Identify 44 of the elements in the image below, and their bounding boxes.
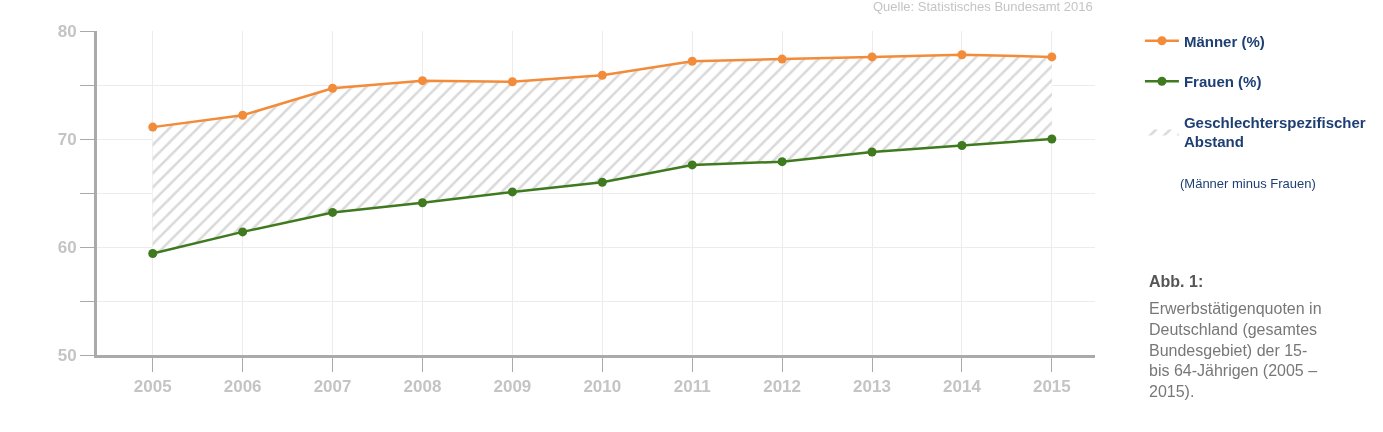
point xyxy=(238,227,248,237)
x-tick-label: 2008 xyxy=(403,377,442,397)
source-note: Quelle: Statistisches Bundesamt 2016 xyxy=(873,0,1093,14)
point xyxy=(777,54,787,64)
point xyxy=(148,122,158,132)
x-tick-label: 2009 xyxy=(493,377,532,397)
x-tick-label: 2005 xyxy=(133,377,172,397)
caption: Abb. 1: xyxy=(1149,273,1204,290)
legend-label: Männer (%) xyxy=(1183,32,1265,50)
point xyxy=(507,187,517,197)
x-tick-label: 2010 xyxy=(583,377,622,397)
x-tick-label: 2006 xyxy=(223,377,262,397)
point xyxy=(867,52,877,62)
y-tick-label: 70 xyxy=(57,129,77,149)
point xyxy=(777,157,787,167)
point xyxy=(687,160,697,170)
x-tick-label: 2012 xyxy=(763,377,802,397)
x-tick-label: 2011 xyxy=(673,377,711,397)
x-tick-label: 2014 xyxy=(943,377,982,397)
point xyxy=(328,83,338,93)
point xyxy=(507,77,517,87)
point xyxy=(957,50,967,60)
y-tick-label: 50 xyxy=(57,345,77,365)
x-tick-label: 2015 xyxy=(1032,377,1071,397)
point xyxy=(148,248,158,258)
point xyxy=(417,198,427,208)
point xyxy=(957,140,967,150)
point xyxy=(417,76,427,86)
x-tick-label: 2007 xyxy=(313,377,352,397)
point xyxy=(1047,52,1057,62)
x-tick-label: 2013 xyxy=(853,377,891,397)
text: (Männer minus Frauen) xyxy=(1180,176,1316,191)
y-tick-label: 80 xyxy=(57,21,77,41)
y-tick-label: 60 xyxy=(57,237,77,257)
point xyxy=(238,110,248,120)
text: Geschlechterspezifischer Abstand xyxy=(1183,113,1366,151)
point xyxy=(687,56,697,66)
point xyxy=(328,207,338,217)
text: Erwerbstätigenquoten in Deutschland (gesamtes Bundesgebiet) der 15- bis 64-Jährigen (2005 – 2015). xyxy=(1149,300,1322,401)
point xyxy=(1047,134,1057,144)
point xyxy=(597,70,607,80)
legend-label: Frauen (%) xyxy=(1183,73,1262,91)
point xyxy=(597,177,607,187)
point xyxy=(867,147,877,157)
